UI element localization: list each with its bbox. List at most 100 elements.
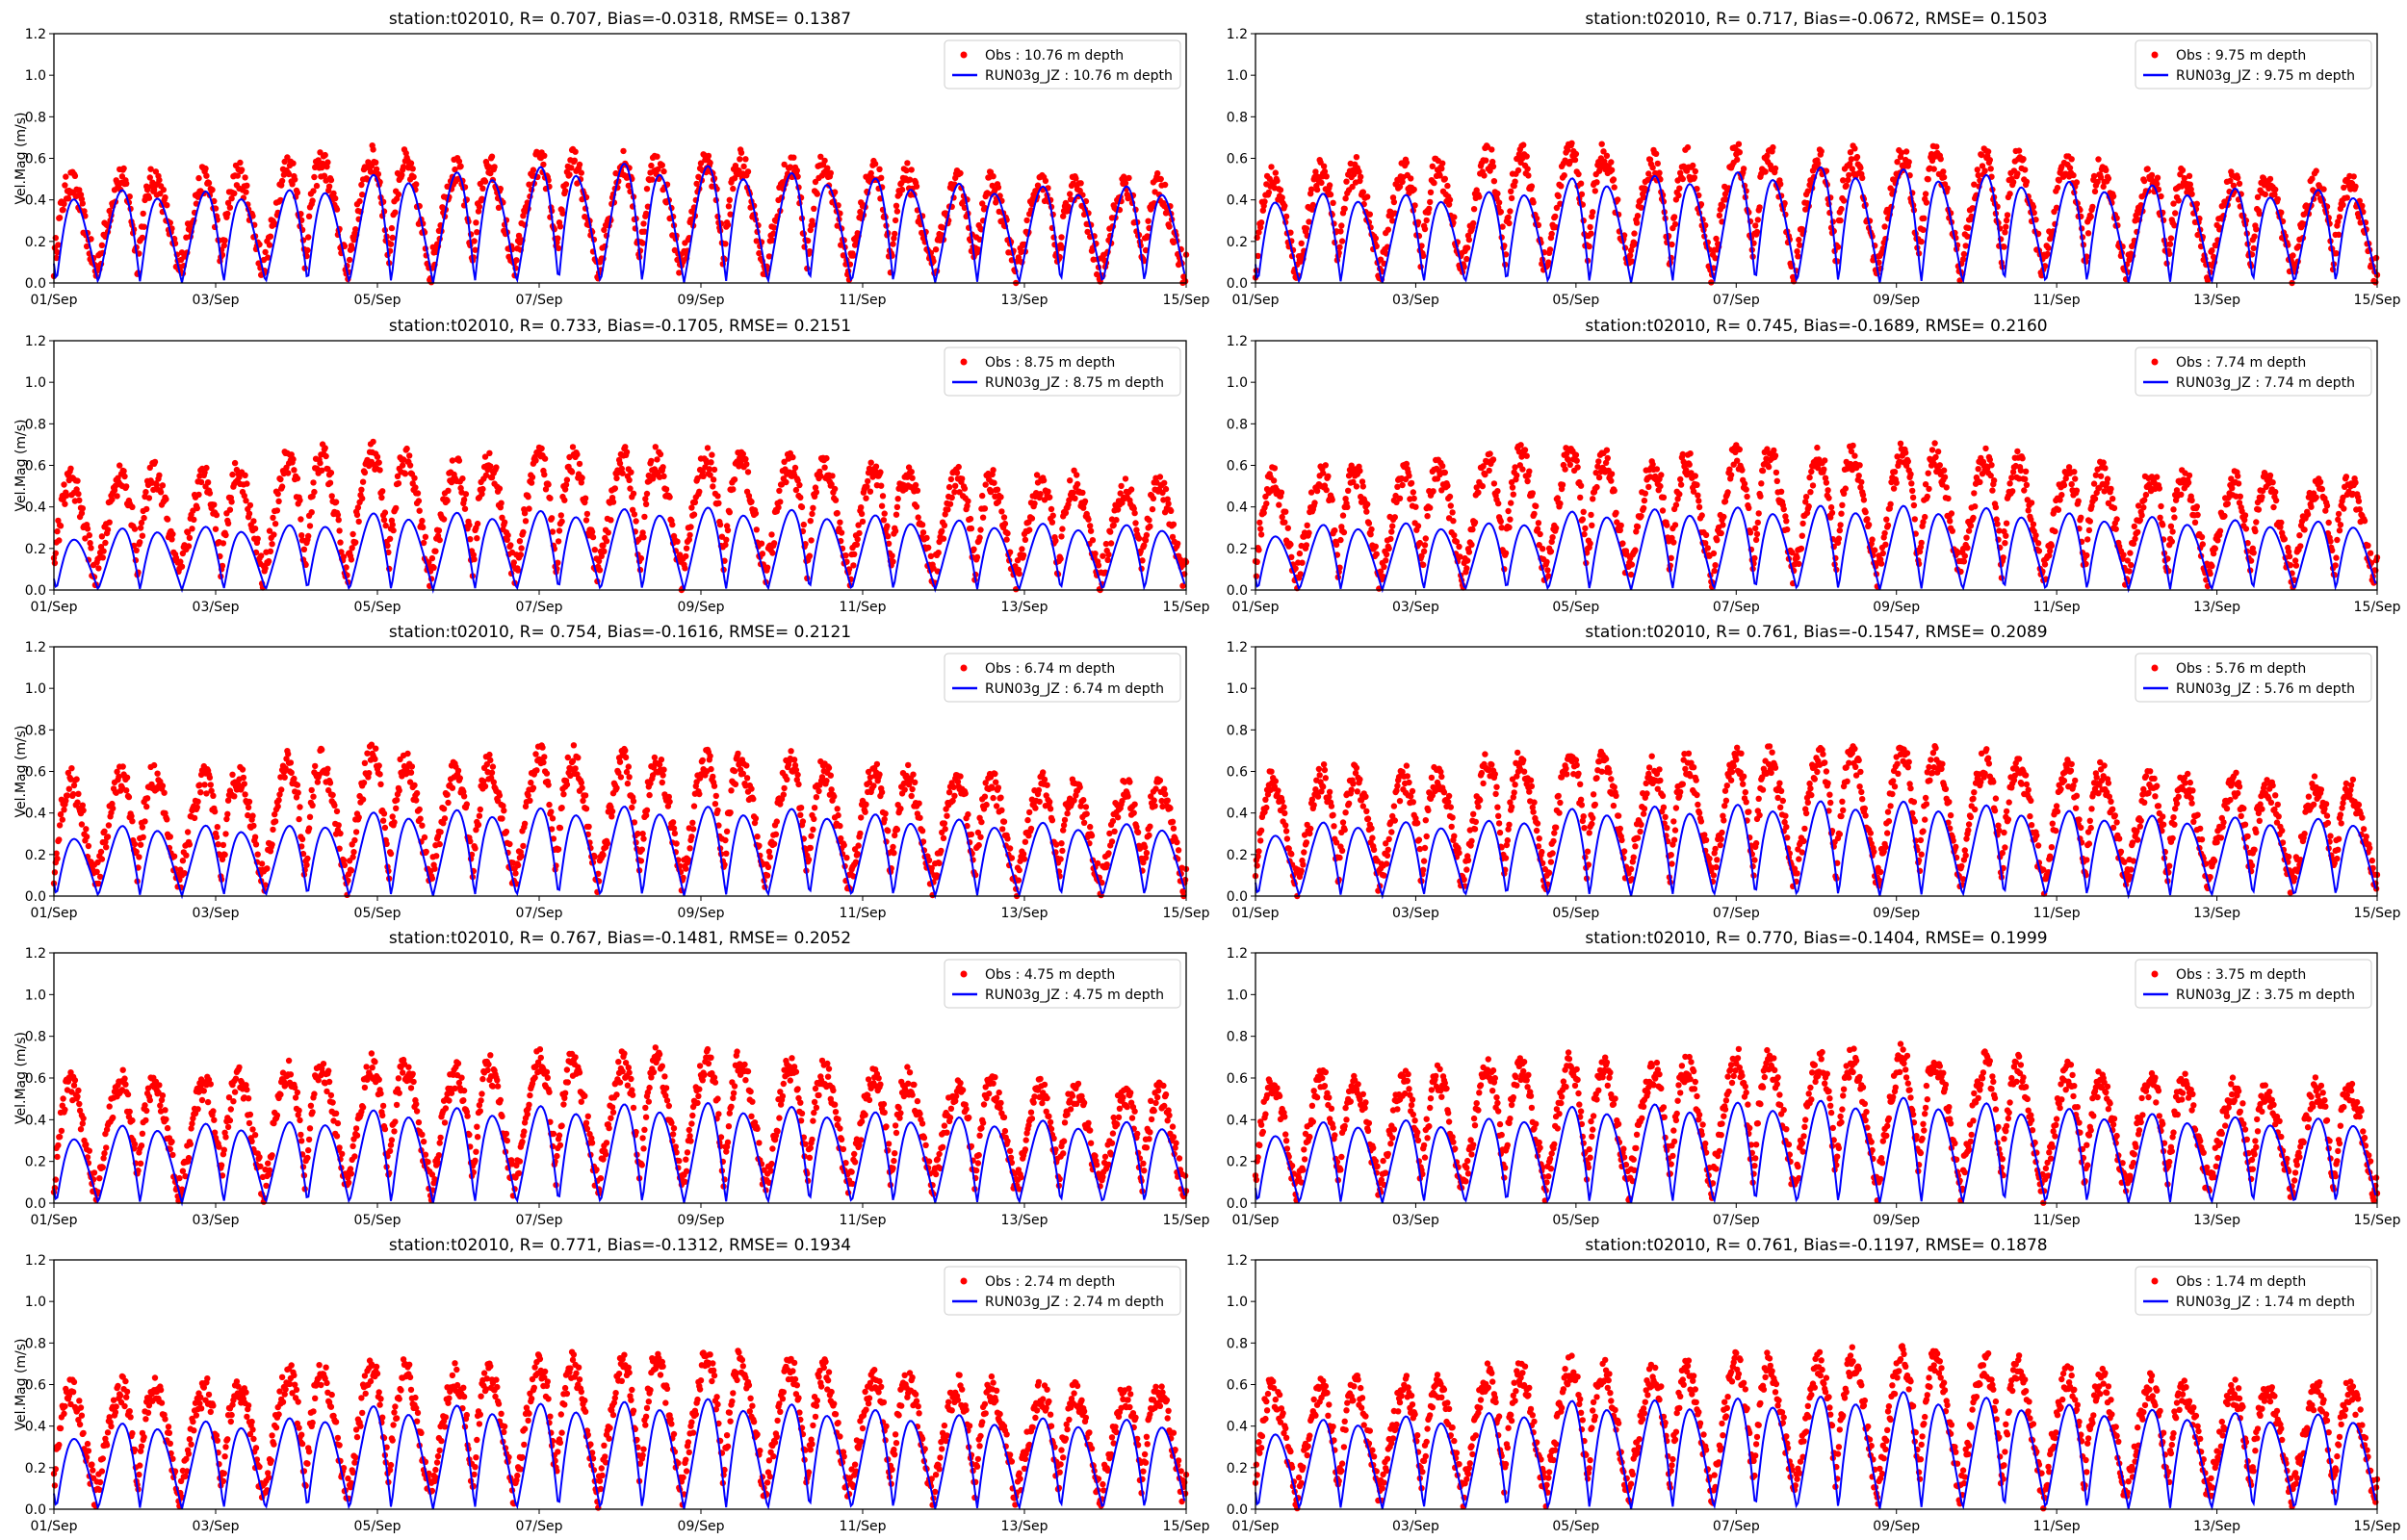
model-series-line [53,163,1186,285]
obs-point [569,444,577,450]
x-tick-label: 15/Sep [2354,293,2401,308]
obs-point [389,522,396,528]
obs-point [1486,467,1492,475]
obs-point [1427,198,1434,206]
obs-point [243,189,249,195]
obs-point [1619,540,1626,547]
obs-point [226,506,234,513]
obs-point [541,152,548,159]
obs-point [131,526,139,532]
obs-point [1149,505,1156,513]
obs-point [1313,186,1321,193]
obs-point [878,482,885,489]
obs-point [143,505,150,513]
obs-point [507,542,514,549]
obs-point [104,526,112,533]
obs-point [1754,519,1762,526]
obs-point [526,505,532,512]
obs-point [393,504,400,512]
x-tick-label: 09/Sep [678,293,725,308]
obs-point [102,539,109,547]
obs-point [2290,252,2296,259]
obs-point [1412,503,1419,510]
obs-point [2003,217,2010,224]
obs-point [335,517,342,524]
obs-point [1451,532,1458,539]
obs-point [319,160,326,167]
obs-point [878,502,886,509]
obs-point [1521,447,1529,453]
obs-point [146,174,153,181]
obs-point [1385,226,1392,233]
obs-point [903,167,910,174]
obs-point [412,484,419,491]
obs-point [1634,213,1642,219]
obs-point [1568,140,1575,146]
obs-point [1028,200,1036,208]
obs-point [1592,188,1599,194]
obs-point [74,477,81,484]
obs-point [1558,183,1565,190]
obs-point [1279,513,1285,521]
obs-point [753,238,760,244]
obs-point [683,545,690,552]
obs-point [1909,494,1917,501]
obs-point [812,178,819,186]
obs-point [1632,547,1639,553]
obs-point [1686,461,1693,468]
obs-point [2014,170,2021,177]
obs-point [1677,475,1684,483]
obs-point [1157,175,1164,183]
obs-point [1132,520,1139,526]
obs-point [2154,174,2161,181]
obs-point [1481,172,1488,179]
obs-point [808,537,815,544]
obs-point [1675,192,1682,199]
obs-point [1282,508,1289,515]
obs-point [783,478,789,486]
obs-point [306,523,314,529]
obs-series [1252,440,2381,592]
obs-point [1926,485,1932,493]
obs-point [947,475,955,483]
obs-point [790,154,797,161]
obs-point [945,506,951,513]
obs-point [195,491,202,499]
obs-point [61,481,67,488]
obs-point [1060,213,1067,219]
obs-point [1259,207,1267,214]
obs-point [1753,530,1761,538]
obs-point [157,489,165,496]
obs-point [321,172,328,179]
obs-point [583,510,591,518]
obs-point [1756,204,1763,211]
obs-point [1530,199,1537,206]
obs-point [948,494,955,501]
obs-point [995,184,1002,191]
obs-point [1727,472,1735,478]
obs-point [1514,472,1520,479]
obs-point [129,503,136,510]
obs-point [982,481,989,488]
obs-point [498,500,505,506]
x-tick-label: 05/Sep [354,600,401,615]
obs-point [374,453,381,460]
obs-point [1356,168,1362,175]
obs-point [516,538,524,545]
obs-point [305,213,313,219]
obs-point [1808,468,1815,475]
obs-point [1859,174,1866,182]
obs-point [1547,548,1555,555]
obs-point [526,181,532,188]
obs-point [967,515,974,523]
obs-point [2251,233,2258,240]
obs-point [284,154,291,161]
obs-point [1436,172,1443,179]
obs-point [1654,160,1662,167]
obs-point [510,559,517,566]
obs-point [1092,551,1099,557]
obs-point [1406,473,1412,479]
obs-point [1657,482,1664,490]
obs-point [1544,567,1551,574]
obs-point [220,242,227,249]
